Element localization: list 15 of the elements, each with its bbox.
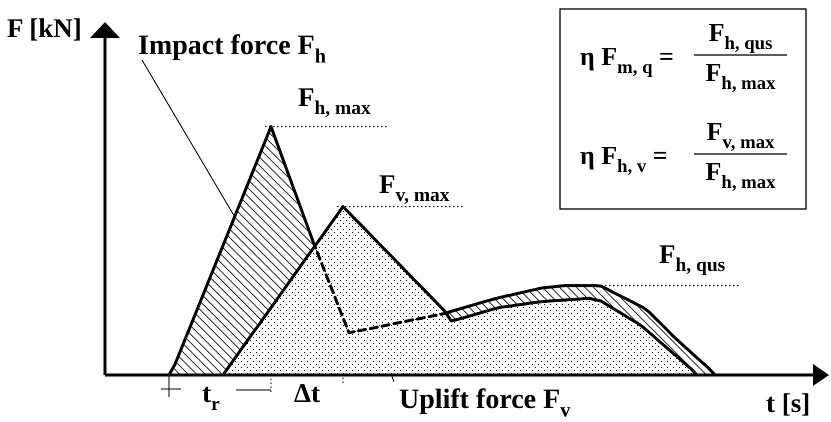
x-tick-label: t$_{r}$	[202, 378, 220, 416]
x-axis-title: t [s]	[766, 388, 810, 418]
x-tick-label: Δt	[294, 378, 320, 408]
series-label: Uplift force F$_{v}$	[399, 384, 572, 422]
text: η F$_{m, q}$ =	[580, 42, 674, 78]
annotation: F$_{v, max}$	[706, 117, 776, 153]
text: F$_{h, max}$	[298, 82, 371, 120]
legend-label: Impact force F$_{h}$	[138, 30, 326, 68]
annotation: η F$_{h, v}$ =	[580, 141, 668, 177]
y-axis-title: F [kN]	[7, 13, 82, 43]
text: F$_{h, max}$	[706, 58, 776, 94]
annotation: F$_{h, max}$	[706, 157, 776, 193]
text: F$_{h, qus}$	[708, 18, 772, 54]
annotation: F$_{v, max}$	[379, 169, 450, 206]
annotation: F$_{h, qus}$	[659, 239, 726, 276]
